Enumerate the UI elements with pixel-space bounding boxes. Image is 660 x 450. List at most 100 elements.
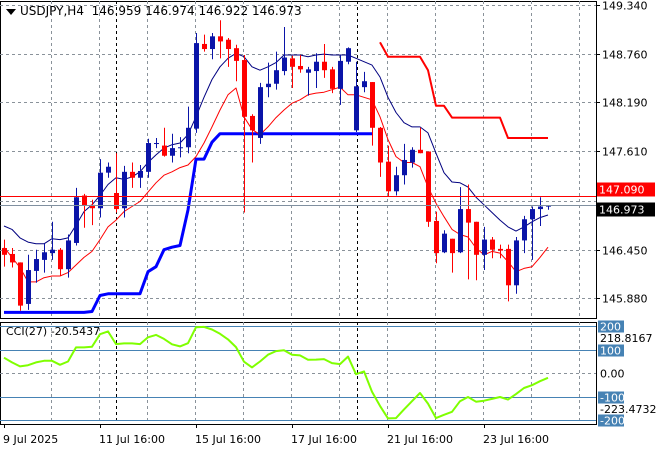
cci-name: CCI(27) xyxy=(6,325,48,338)
candle-body xyxy=(146,143,151,172)
candle-body xyxy=(450,238,455,254)
dropdown-triangle-icon[interactable] xyxy=(6,8,16,15)
candle xyxy=(426,151,431,227)
candle xyxy=(218,20,223,59)
candle xyxy=(250,114,255,163)
time-tick-label: 21 Jul 16:00 xyxy=(387,433,453,446)
candle xyxy=(90,199,95,226)
candle-body xyxy=(290,58,295,67)
cci-line xyxy=(3,325,549,420)
time-tick-label: 9 Jul 2025 xyxy=(3,433,58,446)
candle-body xyxy=(482,239,487,255)
candle xyxy=(378,126,383,177)
time-tick-label: 11 Jul 16:00 xyxy=(99,433,165,446)
price-level-label-box xyxy=(597,182,655,197)
candle-body xyxy=(242,60,247,117)
candle-body xyxy=(338,60,343,89)
cci-value: -20.5437 xyxy=(50,325,101,338)
candle-body xyxy=(138,170,143,178)
candle-body xyxy=(370,82,375,128)
price-tick-label: 145.880 xyxy=(602,293,648,306)
candle xyxy=(418,127,423,154)
candle-body xyxy=(226,39,231,50)
candle xyxy=(138,165,143,188)
resistance-line xyxy=(379,41,548,139)
candle xyxy=(162,127,167,157)
candle-body xyxy=(194,43,199,129)
chart-header: USDJPY,H4 146.959 146.974 146.922 146.97… xyxy=(6,4,302,18)
cci-max-label: 218.8167 xyxy=(600,332,653,345)
candle xyxy=(234,44,239,82)
candle-body xyxy=(306,69,311,73)
cci-level-label: 200 xyxy=(600,321,621,334)
candle xyxy=(122,165,127,218)
candle xyxy=(274,51,279,90)
candle xyxy=(74,187,79,246)
candle-body xyxy=(210,36,215,50)
candle xyxy=(546,205,551,210)
ohlc-high: 146.974 xyxy=(145,4,195,18)
price-tick-label: 146.450 xyxy=(602,245,648,258)
candle xyxy=(482,226,487,271)
candle-body xyxy=(250,115,255,131)
candle xyxy=(66,234,71,278)
candle xyxy=(386,145,391,197)
candle xyxy=(98,159,103,218)
candle xyxy=(442,230,447,254)
candle xyxy=(18,262,23,311)
candle xyxy=(498,244,503,259)
candle-body xyxy=(58,249,63,270)
ohlc-low: 146.922 xyxy=(198,4,249,18)
price-level-label: 147.090 xyxy=(599,184,645,197)
candle-body xyxy=(298,65,303,70)
candle xyxy=(210,32,215,60)
candle-body xyxy=(66,240,71,270)
candle xyxy=(394,166,399,196)
candle xyxy=(354,61,359,133)
candle-body xyxy=(26,270,31,304)
candle xyxy=(114,153,119,213)
cci-level-label: -200 xyxy=(600,415,625,428)
candle xyxy=(242,54,247,213)
candle xyxy=(322,43,327,78)
candle-body xyxy=(354,86,359,131)
candle-body xyxy=(218,36,223,42)
candle-body xyxy=(434,220,439,254)
candle-body xyxy=(514,240,519,286)
candle-body xyxy=(330,69,335,89)
candle-body xyxy=(402,159,407,176)
candle-body xyxy=(130,171,135,178)
symbol-label: USDJPY,H4 xyxy=(20,4,84,18)
candle-body xyxy=(458,209,463,253)
candle-body xyxy=(418,149,423,154)
candle xyxy=(522,215,527,254)
cci-level-box xyxy=(598,320,624,333)
candle-body xyxy=(506,248,511,286)
candle xyxy=(186,106,191,154)
cci-level-box xyxy=(598,344,624,357)
candle-body xyxy=(154,143,159,145)
price-tick-label: 148.190 xyxy=(602,97,648,110)
candle xyxy=(170,133,175,163)
ohlc-close: 146.973 xyxy=(251,4,302,18)
candle xyxy=(514,237,519,294)
price-tick-label: 147.610 xyxy=(602,146,648,159)
candle xyxy=(106,162,111,178)
ohlc-open: 146.959 xyxy=(91,4,142,18)
candle-body xyxy=(274,70,279,84)
moving-average-slow xyxy=(3,86,549,283)
price-level-label: 146.973 xyxy=(599,204,645,217)
candle xyxy=(34,249,39,283)
candle-body xyxy=(186,127,191,148)
candle-body xyxy=(50,249,55,254)
cci-level-label: 0.00 xyxy=(600,368,625,381)
candle-body xyxy=(442,233,447,253)
candle xyxy=(202,34,207,52)
candle-body xyxy=(530,209,535,220)
price-tick-label: 148.760 xyxy=(602,49,648,62)
candle-body xyxy=(82,195,87,206)
candle xyxy=(402,143,407,185)
candle xyxy=(10,248,15,268)
candle-body xyxy=(258,87,263,138)
